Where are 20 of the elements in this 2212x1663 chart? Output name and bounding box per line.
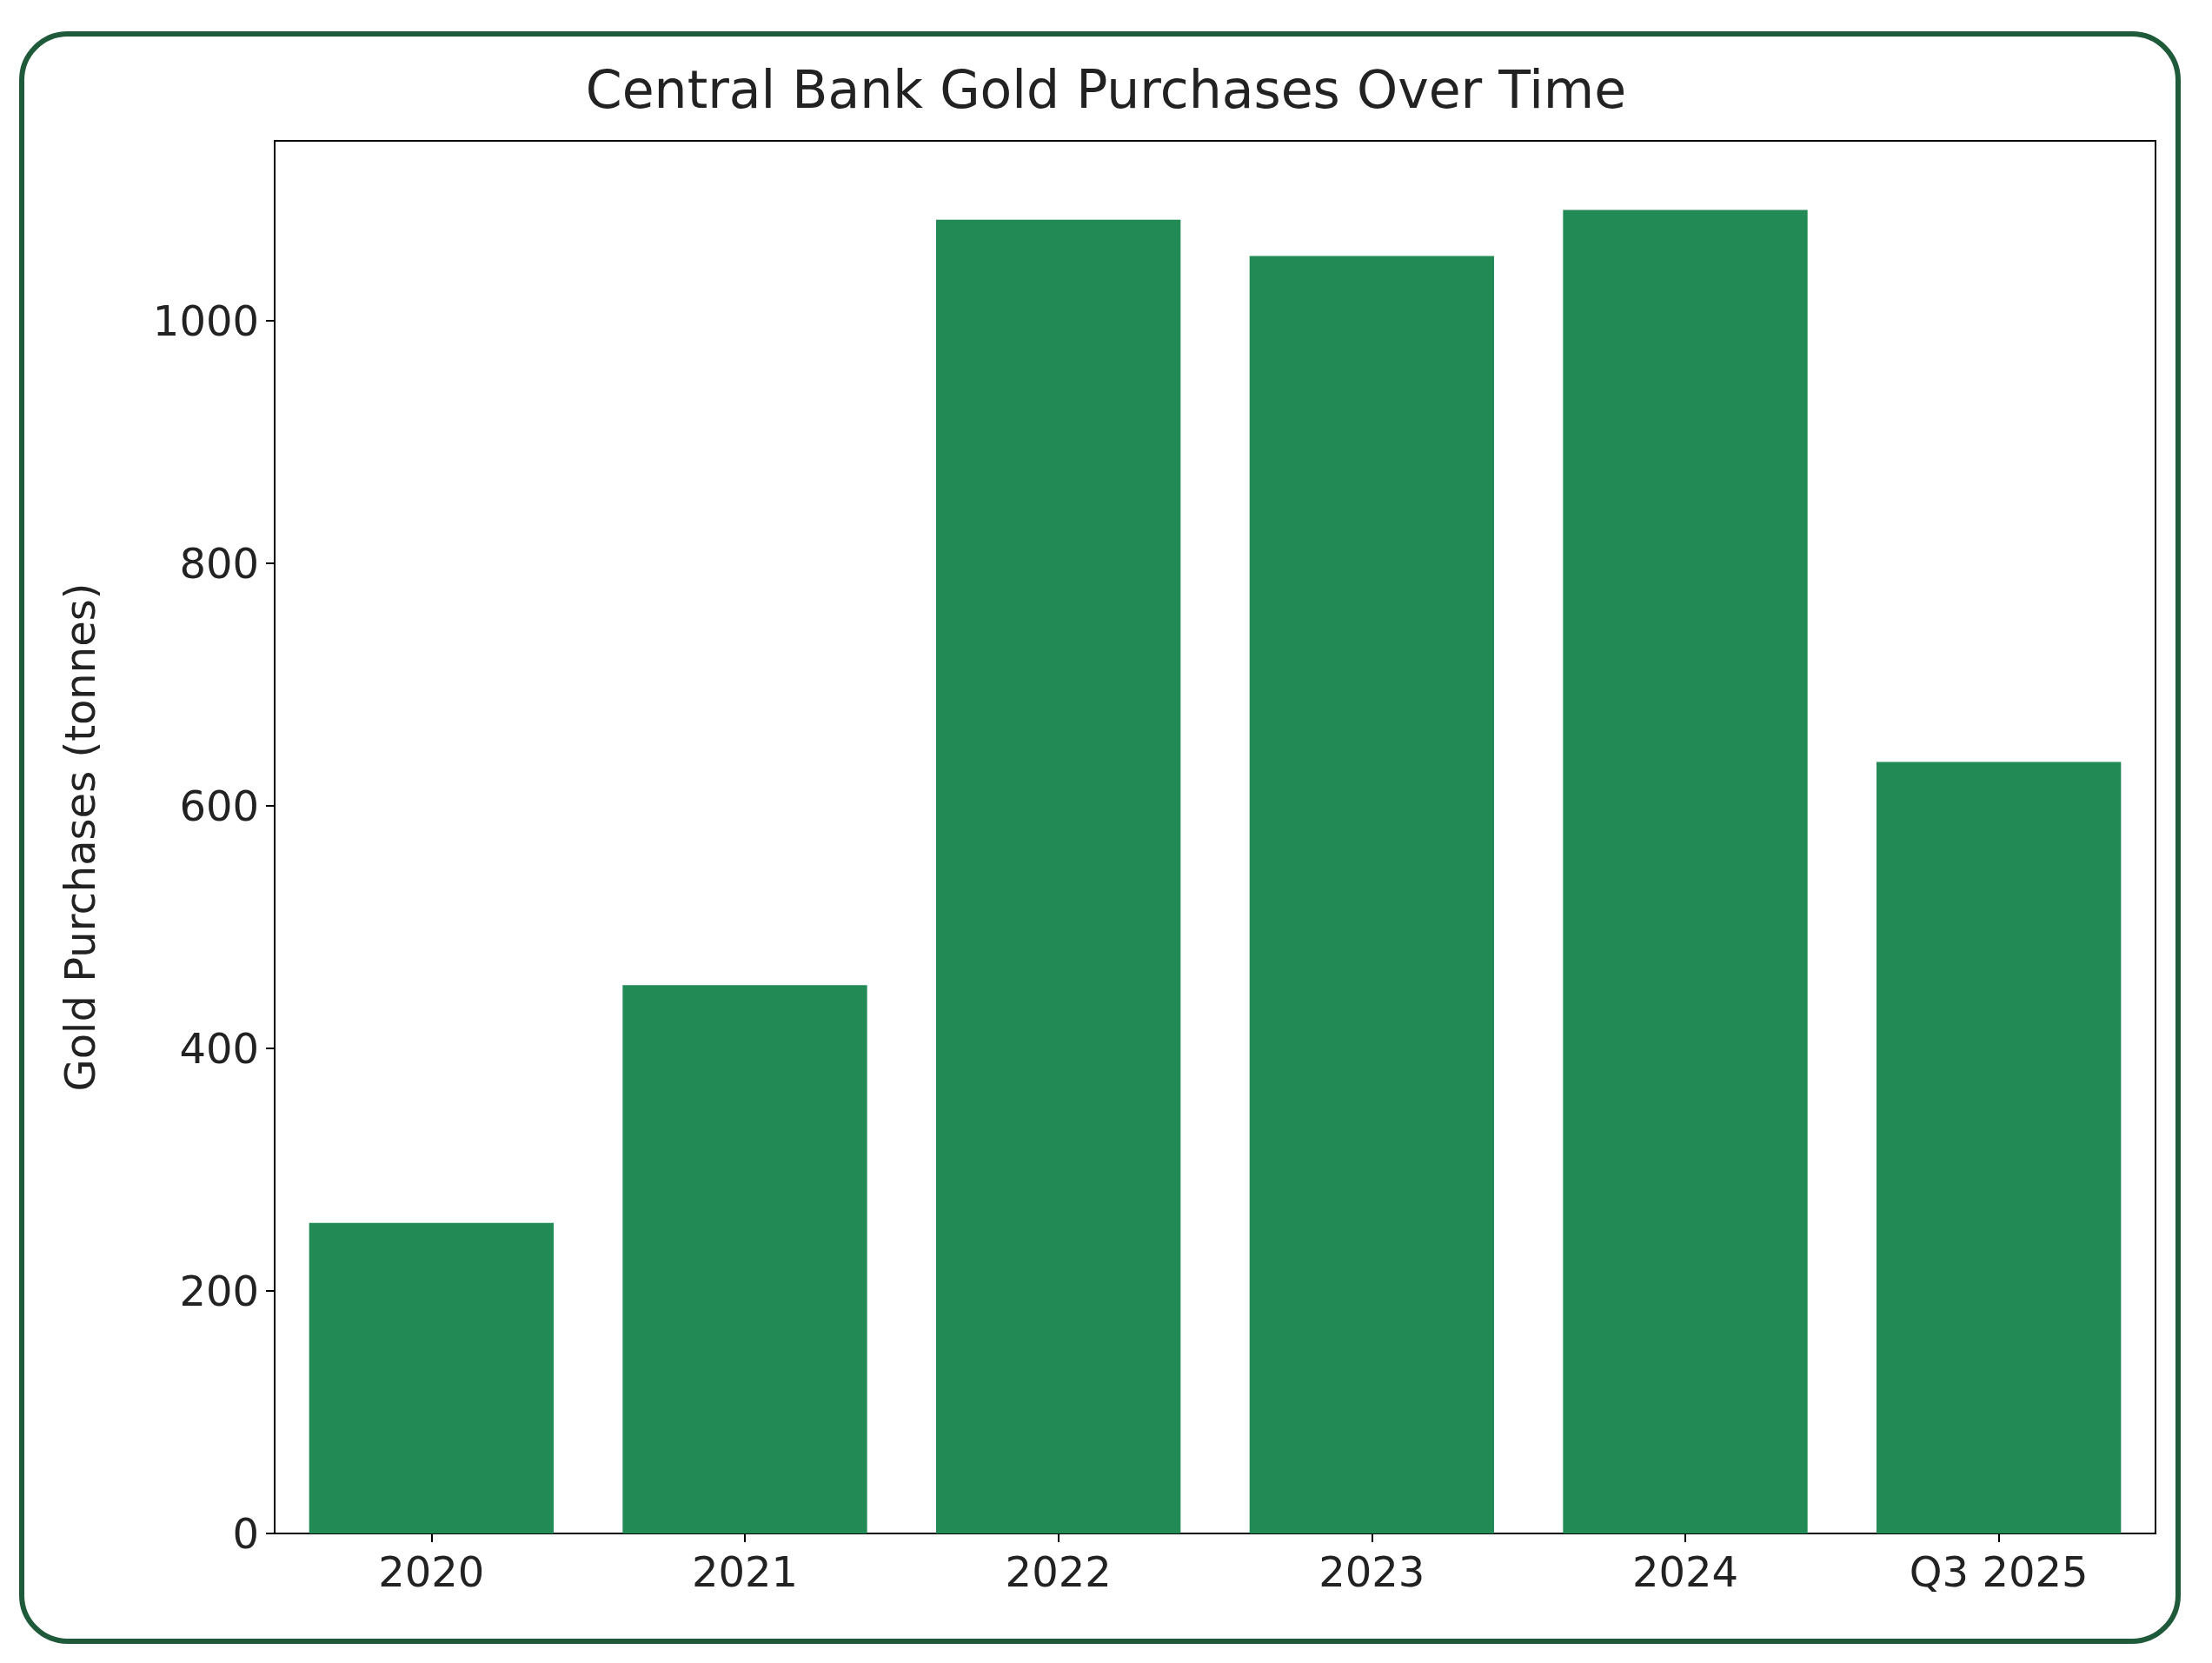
bar bbox=[1249, 256, 1494, 1533]
y-tick-label: 400 bbox=[179, 1023, 259, 1073]
bar bbox=[1877, 762, 2122, 1533]
bar bbox=[622, 985, 867, 1533]
y-tick-label: 0 bbox=[232, 1509, 259, 1558]
bar bbox=[936, 219, 1181, 1533]
x-tick-label: 2021 bbox=[691, 1547, 799, 1596]
x-tick-label: 2024 bbox=[1631, 1547, 1739, 1596]
x-tick-label: 2023 bbox=[1319, 1547, 1425, 1596]
x-tick-label: 2022 bbox=[1005, 1547, 1112, 1596]
y-axis-title: Gold Purchases (tonnes) bbox=[56, 582, 104, 1092]
y-tick-label: 800 bbox=[179, 538, 259, 588]
x-tick-label: 2020 bbox=[378, 1547, 485, 1596]
y-tick-label: 600 bbox=[179, 781, 259, 830]
y-tick-label: 200 bbox=[179, 1266, 259, 1315]
bar bbox=[1563, 210, 1808, 1533]
y-tick-label: 1000 bbox=[152, 296, 259, 345]
bar bbox=[309, 1222, 554, 1533]
chart-title: Central Bank Gold Purchases Over Time bbox=[585, 59, 1627, 120]
x-tick-label: Q3 2025 bbox=[1909, 1547, 2089, 1596]
